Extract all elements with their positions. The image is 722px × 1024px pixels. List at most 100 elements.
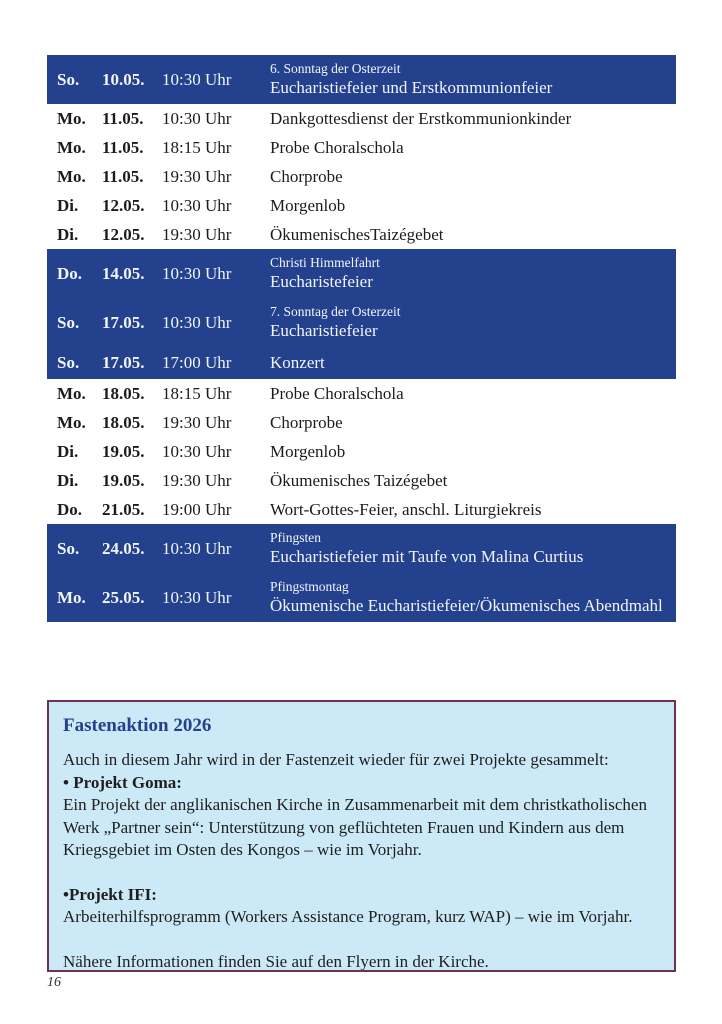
row-time: 19:30 Uhr — [162, 224, 232, 244]
row-date: 17.05. — [102, 312, 145, 332]
row-description: ÖkumenischesTaizégebet — [270, 224, 676, 246]
row-time: 17:00 Uhr — [162, 353, 232, 372]
row-description: Pfingstmontag Ökumenische Eucharistiefei… — [270, 578, 676, 617]
row-day: Di. — [57, 224, 79, 244]
row-description: Probe Choralschola — [270, 383, 676, 405]
row-time: 10:30 Uhr — [162, 538, 232, 558]
row-event: Eucharistefeier — [270, 272, 373, 291]
row-date: 11.05. — [102, 108, 144, 128]
row-description: Morgenlob — [270, 195, 676, 217]
row-day: Di. — [57, 441, 79, 461]
project-ifi-label: •Projekt IFI: — [63, 884, 157, 904]
row-description: Morgenlob — [270, 441, 676, 463]
row-date: 25.05. — [102, 587, 145, 607]
row-day: Di. — [57, 470, 79, 490]
row-event: Ökumenische Eucharistiefeier/Ökumenische… — [270, 596, 663, 615]
row-time: 10:30 Uhr — [162, 441, 232, 461]
row-description: Dankgottesdienst der Erstkommunionkinder — [270, 108, 676, 130]
row-time: 10:30 Uhr — [162, 108, 232, 128]
row-title: Pfingsten — [270, 530, 322, 545]
schedule-row: Di. 19.05. 19:30 Uhr Ökumenisches Taizég… — [47, 466, 676, 495]
row-date: 18.05. — [102, 383, 145, 403]
row-day: Mo. — [57, 137, 86, 157]
schedule-row: So. 10.05. 10:30 Uhr 6. Sonntag der Oste… — [47, 55, 676, 104]
schedule-table: So. 10.05. 10:30 Uhr 6. Sonntag der Oste… — [47, 55, 676, 622]
row-event: Probe Choralschola — [270, 137, 404, 157]
row-date: 18.05. — [102, 412, 145, 432]
row-description: 6. Sonntag der Osterzeit Eucharistiefeie… — [270, 60, 676, 99]
row-date: 19.05. — [102, 441, 145, 461]
row-title: 6. Sonntag der Osterzeit — [270, 61, 401, 76]
row-day: So. — [57, 69, 80, 89]
row-event: Chorprobe — [270, 412, 343, 432]
row-event: Dankgottesdienst der Erstkommunionkinder — [270, 108, 572, 128]
row-event: Wort-Gottes-Feier, anschl. Liturgiekreis — [270, 499, 542, 519]
schedule-row: Do. 21.05. 19:00 Uhr Wort-Gottes-Feier, … — [47, 495, 676, 524]
row-event: Ökumenisches Taizégebet — [270, 470, 448, 490]
row-day: Mo. — [57, 108, 86, 128]
schedule-row: Mo. 11.05. 18:15 Uhr Probe Choralschola — [47, 133, 676, 162]
row-event: Konzert — [270, 353, 325, 372]
row-day: Do. — [57, 499, 83, 519]
row-time: 18:15 Uhr — [162, 137, 232, 157]
row-date: 21.05. — [102, 499, 145, 519]
row-day: Mo. — [57, 383, 86, 403]
schedule-row: Di. 19.05. 10:30 Uhr Morgenlob — [47, 437, 676, 466]
schedule-row: Di. 12.05. 10:30 Uhr Morgenlob — [47, 191, 676, 220]
row-title: Pfingstmontag — [270, 579, 349, 594]
row-description: Probe Choralschola — [270, 137, 676, 159]
row-time: 10:30 Uhr — [162, 312, 232, 332]
row-date: 19.05. — [102, 470, 145, 490]
row-event: Morgenlob — [270, 195, 346, 215]
row-day: So. — [57, 538, 80, 558]
row-event: Eucharistiefeier mit Taufe von Malina Cu… — [270, 547, 584, 566]
row-event: Probe Choralschola — [270, 383, 404, 403]
fastenaktion-box: Fastenaktion 2026 Auch in diesem Jahr wi… — [47, 700, 676, 972]
row-event: Morgenlob — [270, 441, 346, 461]
row-date: 14.05. — [102, 263, 145, 283]
row-time: 18:15 Uhr — [162, 383, 232, 403]
fastenaktion-intro: Auch in diesem Jahr wird in der Fastenze… — [63, 750, 609, 769]
row-description: Konzert — [270, 352, 676, 374]
row-day: Do. — [57, 263, 83, 283]
row-day: Mo. — [57, 412, 86, 432]
row-event: Eucharistiefeier — [270, 321, 378, 340]
schedule-row: So. 24.05. 10:30 Uhr Pfingsten Eucharist… — [47, 524, 676, 573]
row-date: 11.05. — [102, 137, 144, 157]
schedule-row: Di. 12.05. 19:30 Uhr ÖkumenischesTaizége… — [47, 220, 676, 249]
row-time: 19:00 Uhr — [162, 499, 232, 519]
schedule-row: So. 17.05. 10:30 Uhr 7. Sonntag der Oste… — [47, 298, 676, 347]
row-day: Mo. — [57, 166, 86, 186]
row-time: 10:30 Uhr — [162, 195, 232, 215]
page-number: 16 — [47, 975, 61, 990]
row-date: 17.05. — [102, 353, 145, 372]
row-description: Ökumenisches Taizégebet — [270, 470, 676, 492]
row-description: Christi Himmelfahrt Eucharistefeier — [270, 254, 676, 293]
schedule-row: Mo. 11.05. 19:30 Uhr Chorprobe — [47, 162, 676, 191]
row-time: 10:30 Uhr — [162, 587, 232, 607]
row-date: 11.05. — [102, 166, 144, 186]
row-day: Mo. — [57, 587, 86, 607]
project-goma-label: • Projekt Goma: — [63, 772, 182, 792]
row-event: Eucharistiefeier und Erstkommunionfeier — [270, 78, 553, 97]
row-description: Chorprobe — [270, 412, 676, 434]
row-time: 19:30 Uhr — [162, 166, 232, 186]
schedule-row: Mo. 18.05. 18:15 Uhr Probe Choralschola — [47, 379, 676, 408]
fastenaktion-heading: Fastenaktion 2026 — [63, 715, 212, 736]
row-time: 19:30 Uhr — [162, 470, 232, 490]
row-date: 10.05. — [102, 69, 145, 89]
row-event: Chorprobe — [270, 166, 343, 186]
row-date: 12.05. — [102, 224, 145, 244]
schedule-row: So. 17.05. 17:00 Uhr Konzert — [47, 347, 676, 379]
row-time: 19:30 Uhr — [162, 412, 232, 432]
row-description: 7. Sonntag der Osterzeit Eucharistiefeie… — [270, 303, 676, 342]
row-title: Christi Himmelfahrt — [270, 255, 380, 270]
schedule-row: Mo. 25.05. 10:30 Uhr Pfingstmontag Ökume… — [47, 573, 676, 622]
row-time: 10:30 Uhr — [162, 69, 232, 89]
row-description: Wort-Gottes-Feier, anschl. Liturgiekreis — [270, 499, 676, 521]
row-description: Pfingsten Eucharistiefeier mit Taufe von… — [270, 529, 676, 568]
schedule-row: Mo. 18.05. 19:30 Uhr Chorprobe — [47, 408, 676, 437]
row-time: 10:30 Uhr — [162, 263, 232, 283]
fastenaktion-footer: Nähere Informationen finden Sie auf den … — [63, 951, 489, 971]
row-title: 7. Sonntag der Osterzeit — [270, 304, 401, 319]
